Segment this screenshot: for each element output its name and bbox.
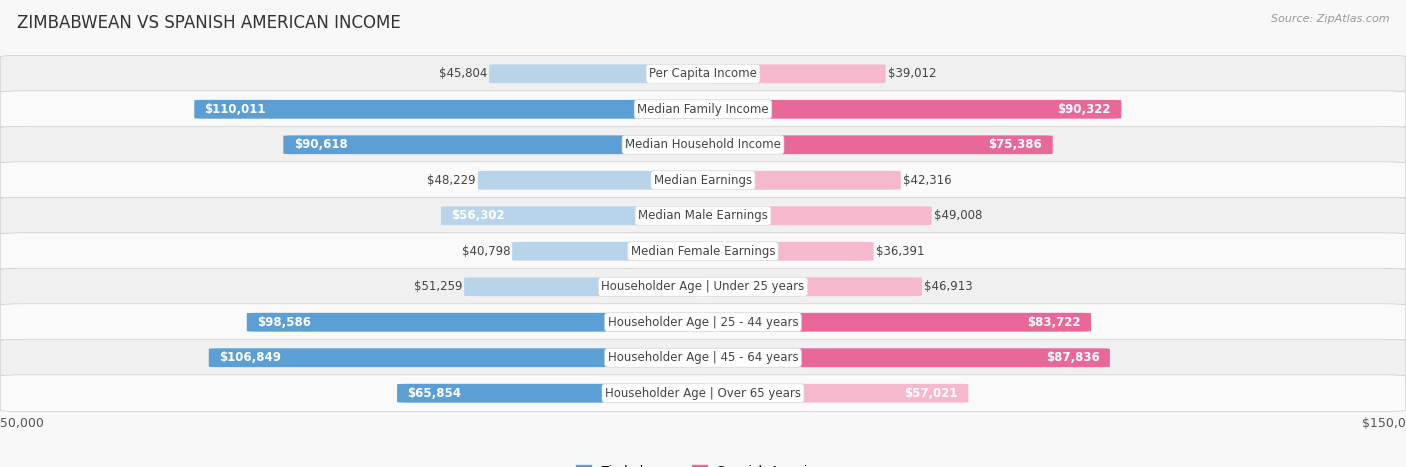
Text: Householder Age | 45 - 64 years: Householder Age | 45 - 64 years (607, 351, 799, 364)
Text: $42,316: $42,316 (903, 174, 952, 187)
Text: ZIMBABWEAN VS SPANISH AMERICAN INCOME: ZIMBABWEAN VS SPANISH AMERICAN INCOME (17, 14, 401, 32)
Text: $49,008: $49,008 (934, 209, 981, 222)
FancyBboxPatch shape (0, 233, 1406, 270)
Text: $90,618: $90,618 (294, 138, 347, 151)
Text: Householder Age | Over 65 years: Householder Age | Over 65 years (605, 387, 801, 400)
FancyBboxPatch shape (464, 277, 706, 296)
FancyBboxPatch shape (700, 313, 1091, 332)
FancyBboxPatch shape (0, 162, 1406, 199)
Text: $65,854: $65,854 (408, 387, 461, 400)
FancyBboxPatch shape (700, 206, 932, 225)
Text: $40,798: $40,798 (461, 245, 510, 258)
Text: $57,021: $57,021 (904, 387, 957, 400)
FancyBboxPatch shape (284, 135, 706, 154)
Text: $51,259: $51,259 (413, 280, 463, 293)
FancyBboxPatch shape (0, 268, 1406, 305)
Text: Source: ZipAtlas.com: Source: ZipAtlas.com (1271, 14, 1389, 24)
Text: $110,011: $110,011 (205, 103, 266, 116)
FancyBboxPatch shape (441, 206, 706, 225)
FancyBboxPatch shape (700, 277, 922, 296)
FancyBboxPatch shape (209, 348, 706, 367)
FancyBboxPatch shape (478, 171, 706, 190)
FancyBboxPatch shape (0, 91, 1406, 128)
FancyBboxPatch shape (700, 100, 1122, 119)
Legend: Zimbabwean, Spanish American: Zimbabwean, Spanish American (571, 460, 835, 467)
Text: $75,386: $75,386 (988, 138, 1042, 151)
Text: $106,849: $106,849 (219, 351, 281, 364)
FancyBboxPatch shape (194, 100, 706, 119)
FancyBboxPatch shape (0, 126, 1406, 163)
Text: $45,804: $45,804 (439, 67, 486, 80)
FancyBboxPatch shape (0, 55, 1406, 92)
Text: $83,722: $83,722 (1028, 316, 1081, 329)
Text: Householder Age | Under 25 years: Householder Age | Under 25 years (602, 280, 804, 293)
Text: Median Female Earnings: Median Female Earnings (631, 245, 775, 258)
FancyBboxPatch shape (700, 171, 901, 190)
Text: Median Family Income: Median Family Income (637, 103, 769, 116)
Text: $39,012: $39,012 (887, 67, 936, 80)
Text: Median Household Income: Median Household Income (626, 138, 780, 151)
FancyBboxPatch shape (700, 348, 1109, 367)
FancyBboxPatch shape (0, 375, 1406, 412)
Text: Median Earnings: Median Earnings (654, 174, 752, 187)
FancyBboxPatch shape (247, 313, 706, 332)
FancyBboxPatch shape (700, 384, 969, 403)
FancyBboxPatch shape (700, 242, 873, 261)
FancyBboxPatch shape (0, 339, 1406, 376)
Text: $46,913: $46,913 (924, 280, 973, 293)
Text: Median Male Earnings: Median Male Earnings (638, 209, 768, 222)
FancyBboxPatch shape (512, 242, 706, 261)
Text: Householder Age | 25 - 44 years: Householder Age | 25 - 44 years (607, 316, 799, 329)
Text: $90,322: $90,322 (1057, 103, 1111, 116)
FancyBboxPatch shape (700, 64, 886, 83)
FancyBboxPatch shape (700, 135, 1053, 154)
Text: $56,302: $56,302 (451, 209, 505, 222)
Text: $98,586: $98,586 (257, 316, 311, 329)
FancyBboxPatch shape (0, 197, 1406, 234)
Text: Per Capita Income: Per Capita Income (650, 67, 756, 80)
FancyBboxPatch shape (396, 384, 706, 403)
FancyBboxPatch shape (489, 64, 706, 83)
FancyBboxPatch shape (0, 304, 1406, 341)
Text: $48,229: $48,229 (427, 174, 477, 187)
Text: $36,391: $36,391 (876, 245, 924, 258)
Text: $87,836: $87,836 (1046, 351, 1099, 364)
